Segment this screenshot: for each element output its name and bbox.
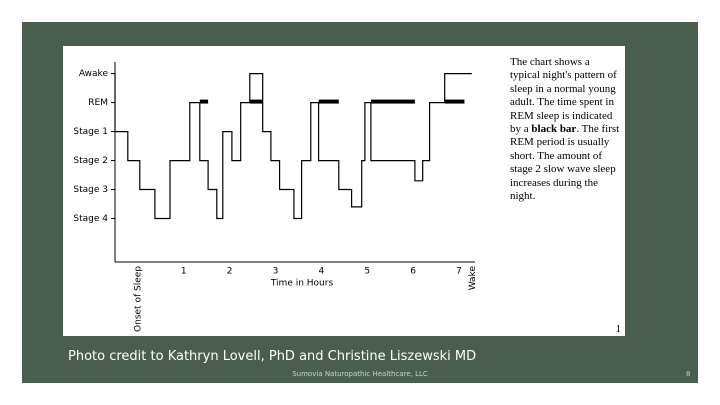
- rem-bar: [318, 99, 339, 104]
- rem-bar: [444, 99, 465, 104]
- figure: Time in Hours Awake REM Stage 1 Stage 2 Stag…: [63, 46, 625, 336]
- y-tick-label: Stage 1: [73, 127, 108, 137]
- description: The chart shows a typical night's patter…: [510, 56, 620, 203]
- description-text: The chart shows a typical night's patter…: [510, 56, 617, 136]
- x-tick-label: 5: [364, 267, 370, 277]
- x-axis-title: Time in Hours: [270, 279, 334, 289]
- description-bold: black bar: [531, 123, 577, 136]
- y-tick-label: Stage 4: [73, 214, 108, 224]
- x-tick-label: 7: [456, 267, 462, 277]
- y-tick-label: Awake: [79, 69, 109, 79]
- x-tick-label: 6: [410, 267, 416, 277]
- x-tick-label: Wake: [468, 266, 478, 291]
- figure-number: 1: [615, 323, 622, 335]
- rem-bar: [249, 99, 263, 104]
- x-tick-label: 4: [319, 267, 325, 277]
- x-tick-label: 2: [227, 267, 233, 277]
- page-number: 8: [686, 370, 691, 378]
- y-tick-label: Stage 3: [73, 185, 108, 195]
- y-tick-label: Stage 2: [73, 156, 108, 166]
- x-tick-label: 1: [181, 267, 187, 277]
- x-tick-label: 3: [273, 267, 279, 277]
- y-tick-label: REM: [88, 98, 108, 108]
- rem-bar: [199, 99, 209, 104]
- footer: Sumovia Naturopathic Healthcare, LLC: [292, 370, 428, 378]
- caption: Photo credit to Kathryn Lovell, PhD and …: [68, 349, 477, 364]
- chart: Time in Hours Awake REM Stage 1 Stage 2 Stag…: [73, 62, 478, 332]
- rem-bar: [370, 99, 415, 104]
- sleep-line: [114, 73, 472, 220]
- description-text: . The first REM period is usually short.…: [510, 123, 620, 203]
- x-tick-label: Onset of Sleep: [133, 266, 143, 332]
